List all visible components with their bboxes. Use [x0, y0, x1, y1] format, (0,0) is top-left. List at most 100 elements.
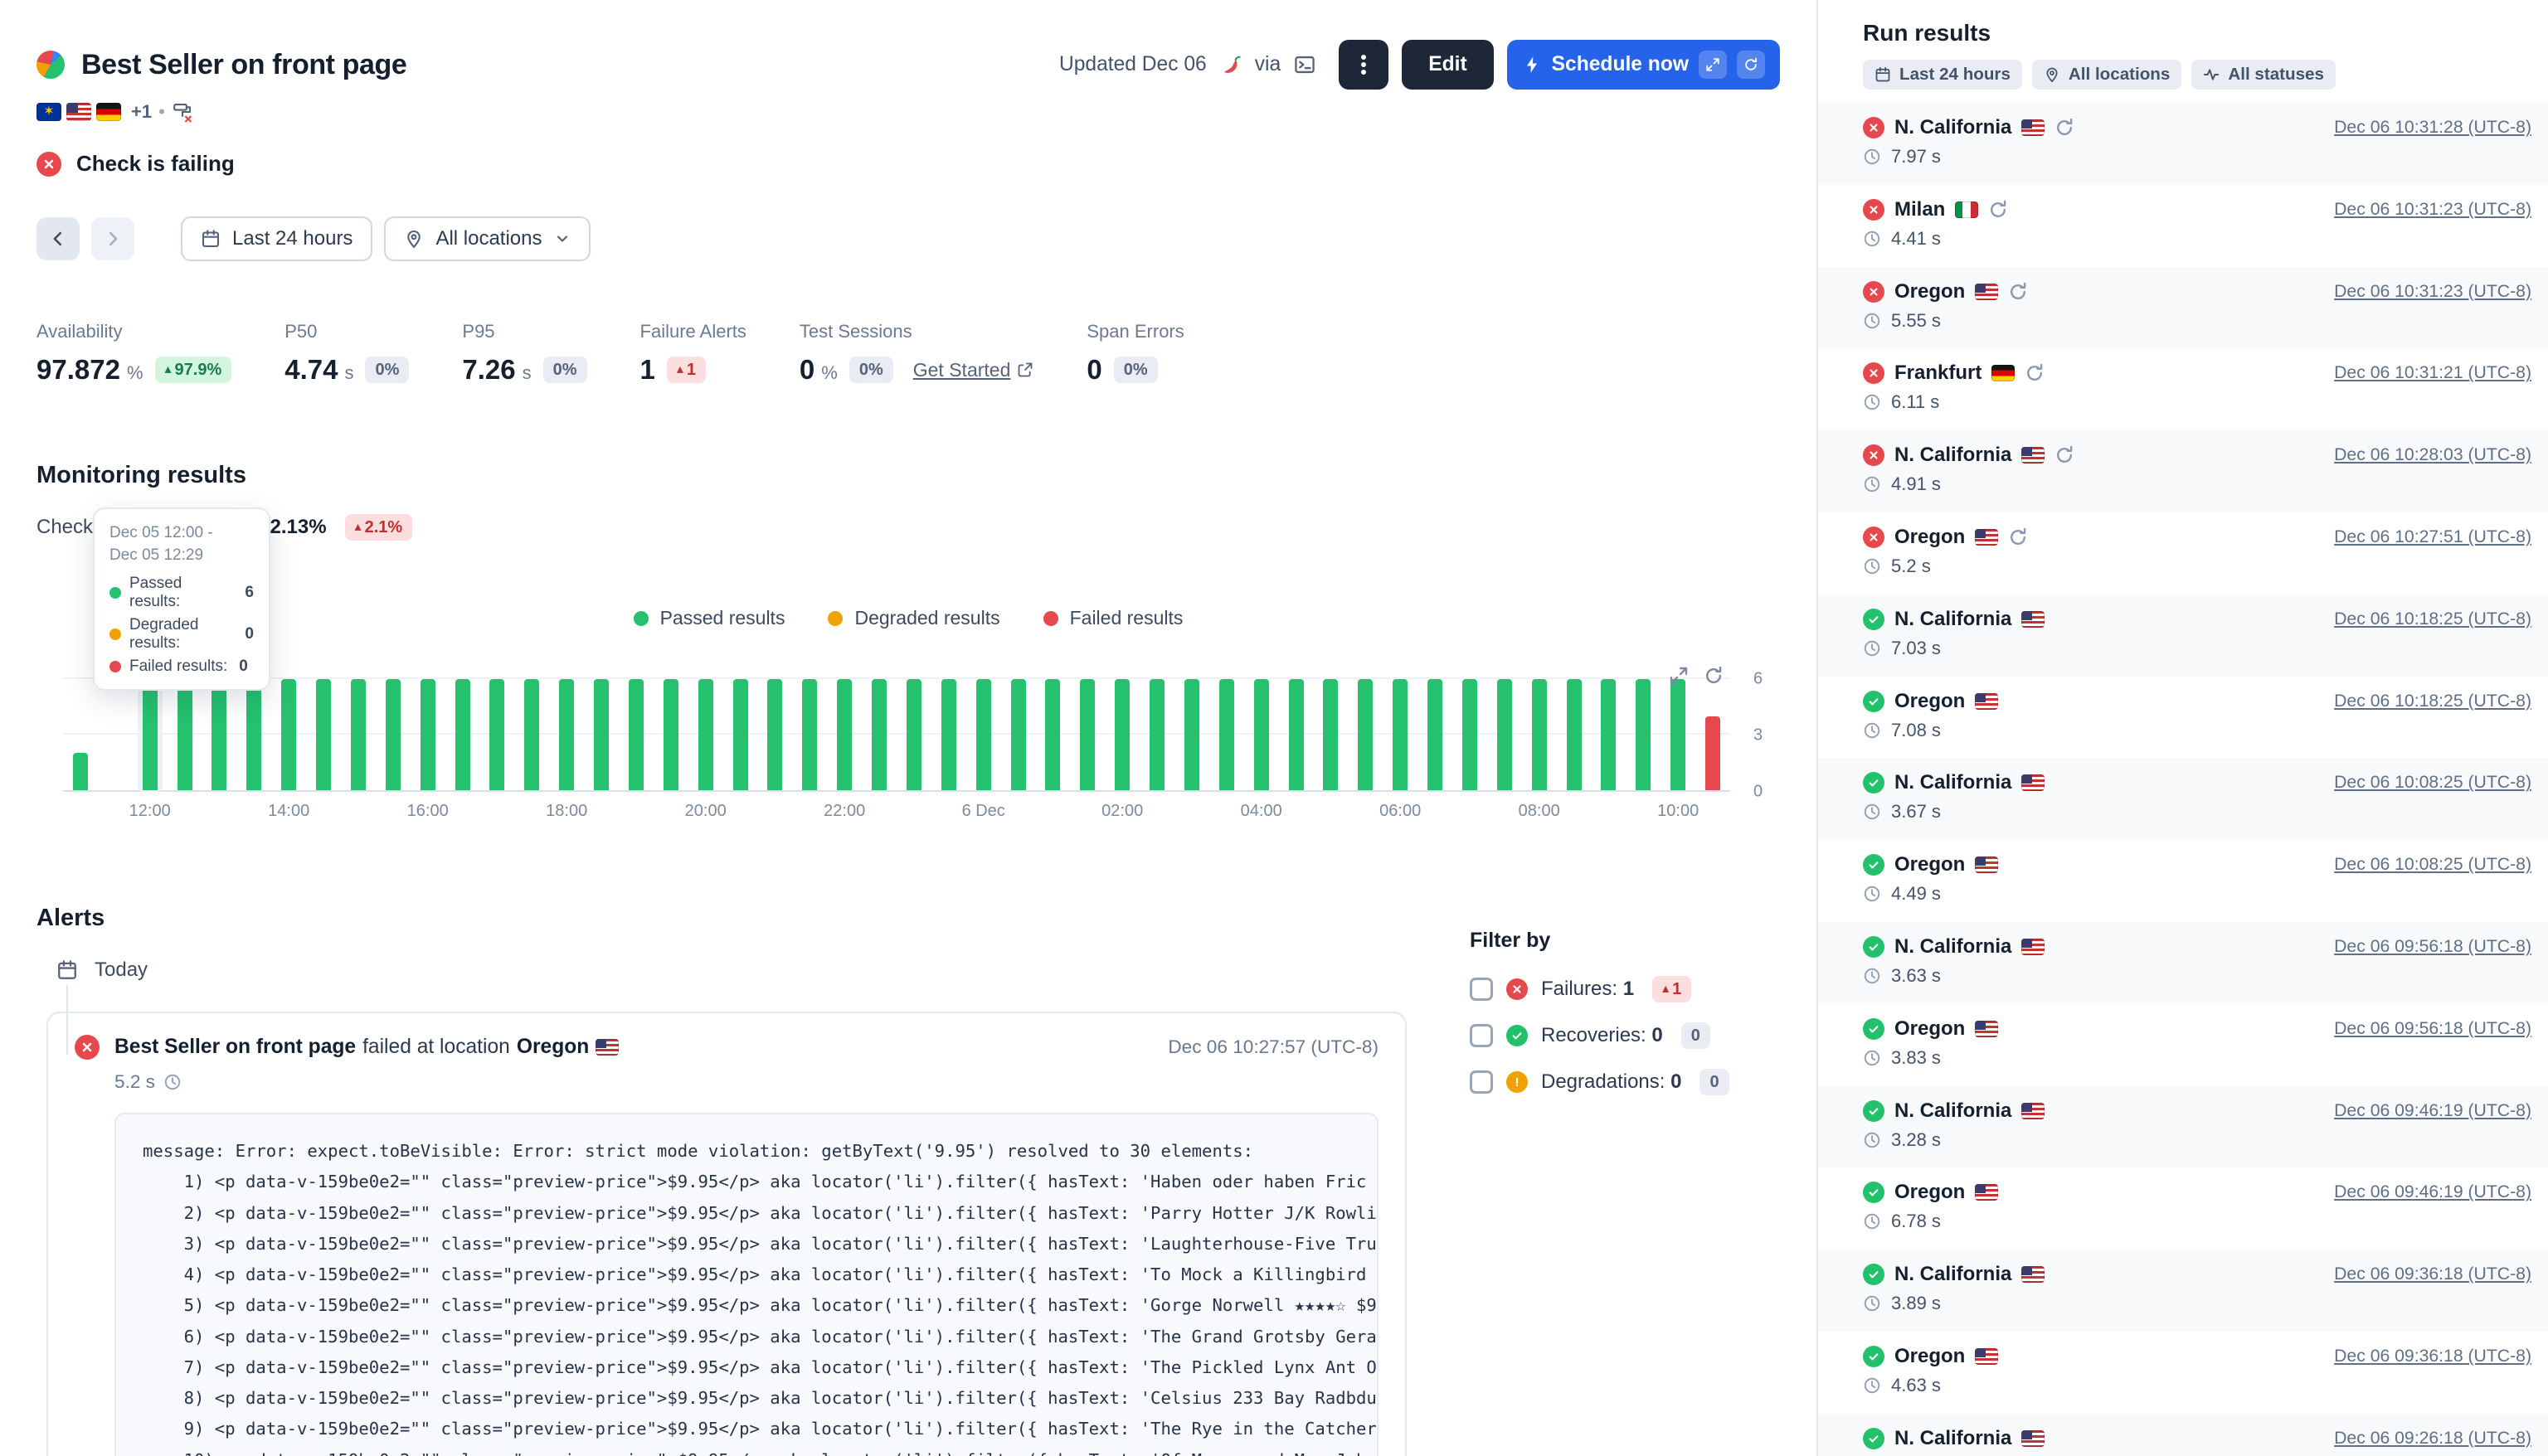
chart-bar[interactable]: [1080, 679, 1096, 790]
expand-chart-icon[interactable]: [1669, 666, 1689, 686]
chart-bar[interactable]: [246, 679, 262, 790]
locations-dropdown[interactable]: All locations: [384, 216, 591, 261]
get-started-link[interactable]: Get Started: [913, 359, 1034, 381]
run-timestamp-link[interactable]: Dec 06 10:28:03 (UTC-8): [2334, 445, 2531, 465]
chip-all-statuses[interactable]: All statuses: [2191, 60, 2336, 90]
previous-period-button[interactable]: [36, 217, 80, 260]
chart-bar[interactable]: [1636, 679, 1651, 790]
run-row[interactable]: N. California Dec 06 09:46:19 (UTC-8) 3.28…: [1818, 1085, 2548, 1168]
run-timestamp-link[interactable]: Dec 06 10:31:23 (UTC-8): [2334, 281, 2531, 301]
edit-button[interactable]: Edit: [1402, 40, 1494, 90]
chart-bar[interactable]: [1393, 679, 1408, 790]
chart-bar[interactable]: [489, 679, 505, 790]
refresh-chart-icon[interactable]: [1704, 666, 1724, 686]
chart-bar[interactable]: [455, 679, 470, 790]
chart-bar[interactable]: [906, 679, 921, 790]
chart-bar[interactable]: [316, 679, 332, 790]
schedule-now-button[interactable]: Schedule now: [1506, 40, 1780, 90]
time-range-button[interactable]: Last 24 hours: [181, 216, 373, 261]
chart-bar[interactable]: [1427, 679, 1443, 790]
stat-span-errors: Span Errors 0 0%: [1087, 321, 1184, 386]
chart-bar[interactable]: [524, 679, 540, 790]
run-row[interactable]: N. California Dec 06 10:08:25 (UTC-8) 3.67…: [1818, 758, 2548, 841]
chart-bar[interactable]: [1358, 679, 1374, 790]
chart-bar[interactable]: [732, 679, 748, 790]
chart-bar[interactable]: [177, 679, 192, 790]
run-timestamp-link[interactable]: Dec 06 10:31:28 (UTC-8): [2334, 118, 2531, 137]
run-timestamp-link[interactable]: Dec 06 09:26:18 (UTC-8): [2334, 1428, 2531, 1448]
run-row[interactable]: Oregon Dec 06 10:08:25 (UTC-8) 4.49 s: [1818, 840, 2548, 922]
chart-bar[interactable]: [385, 679, 401, 790]
chart-bar[interactable]: [1323, 679, 1339, 790]
chart-bar[interactable]: [1010, 679, 1026, 790]
run-timestamp-link[interactable]: Dec 06 09:36:18 (UTC-8): [2334, 1346, 2531, 1366]
chip-last-24-hours[interactable]: Last 24 hours: [1863, 60, 2022, 90]
chart-bar[interactable]: [1601, 679, 1617, 790]
chart-bar[interactable]: [142, 679, 158, 790]
chart-bar[interactable]: [72, 753, 88, 790]
run-row[interactable]: N. California Dec 06 09:56:18 (UTC-8) 3.63…: [1818, 921, 2548, 1004]
chart-bar[interactable]: [212, 679, 227, 790]
alert-card[interactable]: Best Seller on front page failed at loca…: [46, 1012, 1407, 1456]
run-timestamp-link[interactable]: Dec 06 09:56:18 (UTC-8): [2334, 936, 2531, 956]
run-row[interactable]: Oregon Dec 06 10:27:51 (UTC-8) 5.2 s: [1818, 512, 2548, 595]
chart-bar[interactable]: [1670, 679, 1686, 790]
chart-bar[interactable]: [1045, 679, 1061, 790]
run-row[interactable]: Milan Dec 06 10:31:23 (UTC-8) 4.41 s: [1818, 185, 2548, 267]
chart-bar[interactable]: [975, 679, 991, 790]
chart-bar[interactable]: [941, 679, 956, 790]
chart-bar[interactable]: [1253, 679, 1269, 790]
run-row[interactable]: N. California Dec 06 10:18:25 (UTC-8) 7.03…: [1818, 594, 2548, 677]
run-row[interactable]: N. California Dec 06 10:28:03 (UTC-8) 4.91…: [1818, 430, 2548, 512]
chart-bar[interactable]: [559, 679, 575, 790]
chart-bar[interactable]: [281, 679, 297, 790]
chip-all-locations[interactable]: All locations: [2031, 60, 2182, 90]
run-timestamp-link[interactable]: Dec 06 10:31:21 (UTC-8): [2334, 363, 2531, 383]
run-timestamp-link[interactable]: Dec 06 09:56:18 (UTC-8): [2334, 1018, 2531, 1038]
run-timestamp-link[interactable]: Dec 06 09:36:18 (UTC-8): [2334, 1264, 2531, 1284]
run-timestamp-link[interactable]: Dec 06 10:08:25 (UTC-8): [2334, 855, 2531, 875]
run-timestamp-link[interactable]: Dec 06 10:18:25 (UTC-8): [2334, 691, 2531, 711]
run-timestamp-link[interactable]: Dec 06 10:18:25 (UTC-8): [2334, 609, 2531, 629]
run-timestamp-link[interactable]: Dec 06 10:31:23 (UTC-8): [2334, 199, 2531, 219]
next-period-button[interactable]: [91, 217, 134, 260]
chart-bar[interactable]: [872, 679, 887, 790]
chart-bar[interactable]: [1531, 679, 1547, 790]
run-row[interactable]: Oregon Dec 06 09:36:18 (UTC-8) 4.63 s: [1818, 1332, 2548, 1414]
more-actions-button[interactable]: [1339, 40, 1389, 90]
run-row[interactable]: N. California Dec 06 09:36:18 (UTC-8) 3.89…: [1818, 1250, 2548, 1332]
alert-log[interactable]: message: Error: expect.toBeVisible: Erro…: [114, 1113, 1379, 1456]
chart-bar[interactable]: [1184, 679, 1199, 790]
chart-bar[interactable]: [1705, 716, 1721, 790]
chart-bar[interactable]: [1496, 679, 1512, 790]
run-row[interactable]: Oregon Dec 06 09:56:18 (UTC-8) 3.83 s: [1818, 1004, 2548, 1086]
chart-bar[interactable]: [1115, 679, 1131, 790]
chart-bar[interactable]: [1218, 679, 1234, 790]
filter-checkbox[interactable]: [1470, 1070, 1493, 1094]
chart-bar[interactable]: [1288, 679, 1304, 790]
chart-bar[interactable]: [1150, 679, 1165, 790]
chart-bar[interactable]: [837, 679, 853, 790]
filter-checkbox[interactable]: [1470, 1024, 1493, 1047]
chart-bar[interactable]: [628, 679, 644, 790]
run-row[interactable]: Oregon Dec 06 10:31:23 (UTC-8) 5.55 s: [1818, 266, 2548, 349]
run-row[interactable]: Frankfurt Dec 06 10:31:21 (UTC-8) 6.11 s: [1818, 348, 2548, 430]
chart-bar[interactable]: [350, 679, 366, 790]
run-timestamp-link[interactable]: Dec 06 10:08:25 (UTC-8): [2334, 773, 2531, 793]
run-timestamp-link[interactable]: Dec 06 09:46:19 (UTC-8): [2334, 1100, 2531, 1120]
run-timestamp-link[interactable]: Dec 06 10:27:51 (UTC-8): [2334, 527, 2531, 546]
chart-bar[interactable]: [802, 679, 818, 790]
filter-checkbox[interactable]: [1470, 978, 1493, 1001]
run-row[interactable]: Oregon Dec 06 09:46:19 (UTC-8) 6.78 s: [1818, 1167, 2548, 1250]
chart-bar[interactable]: [698, 679, 713, 790]
chart-bar[interactable]: [1461, 679, 1477, 790]
run-row[interactable]: N. California Dec 06 10:31:28 (UTC-8) 7.97…: [1818, 103, 2548, 185]
chart-bar[interactable]: [767, 679, 783, 790]
chart-bar[interactable]: [594, 679, 610, 790]
chart-bar[interactable]: [420, 679, 435, 790]
chart-bar[interactable]: [663, 679, 678, 790]
chart-bar[interactable]: [1566, 679, 1582, 790]
run-row[interactable]: Oregon Dec 06 10:18:25 (UTC-8) 7.08 s: [1818, 677, 2548, 759]
run-timestamp-link[interactable]: Dec 06 09:46:19 (UTC-8): [2334, 1182, 2531, 1202]
